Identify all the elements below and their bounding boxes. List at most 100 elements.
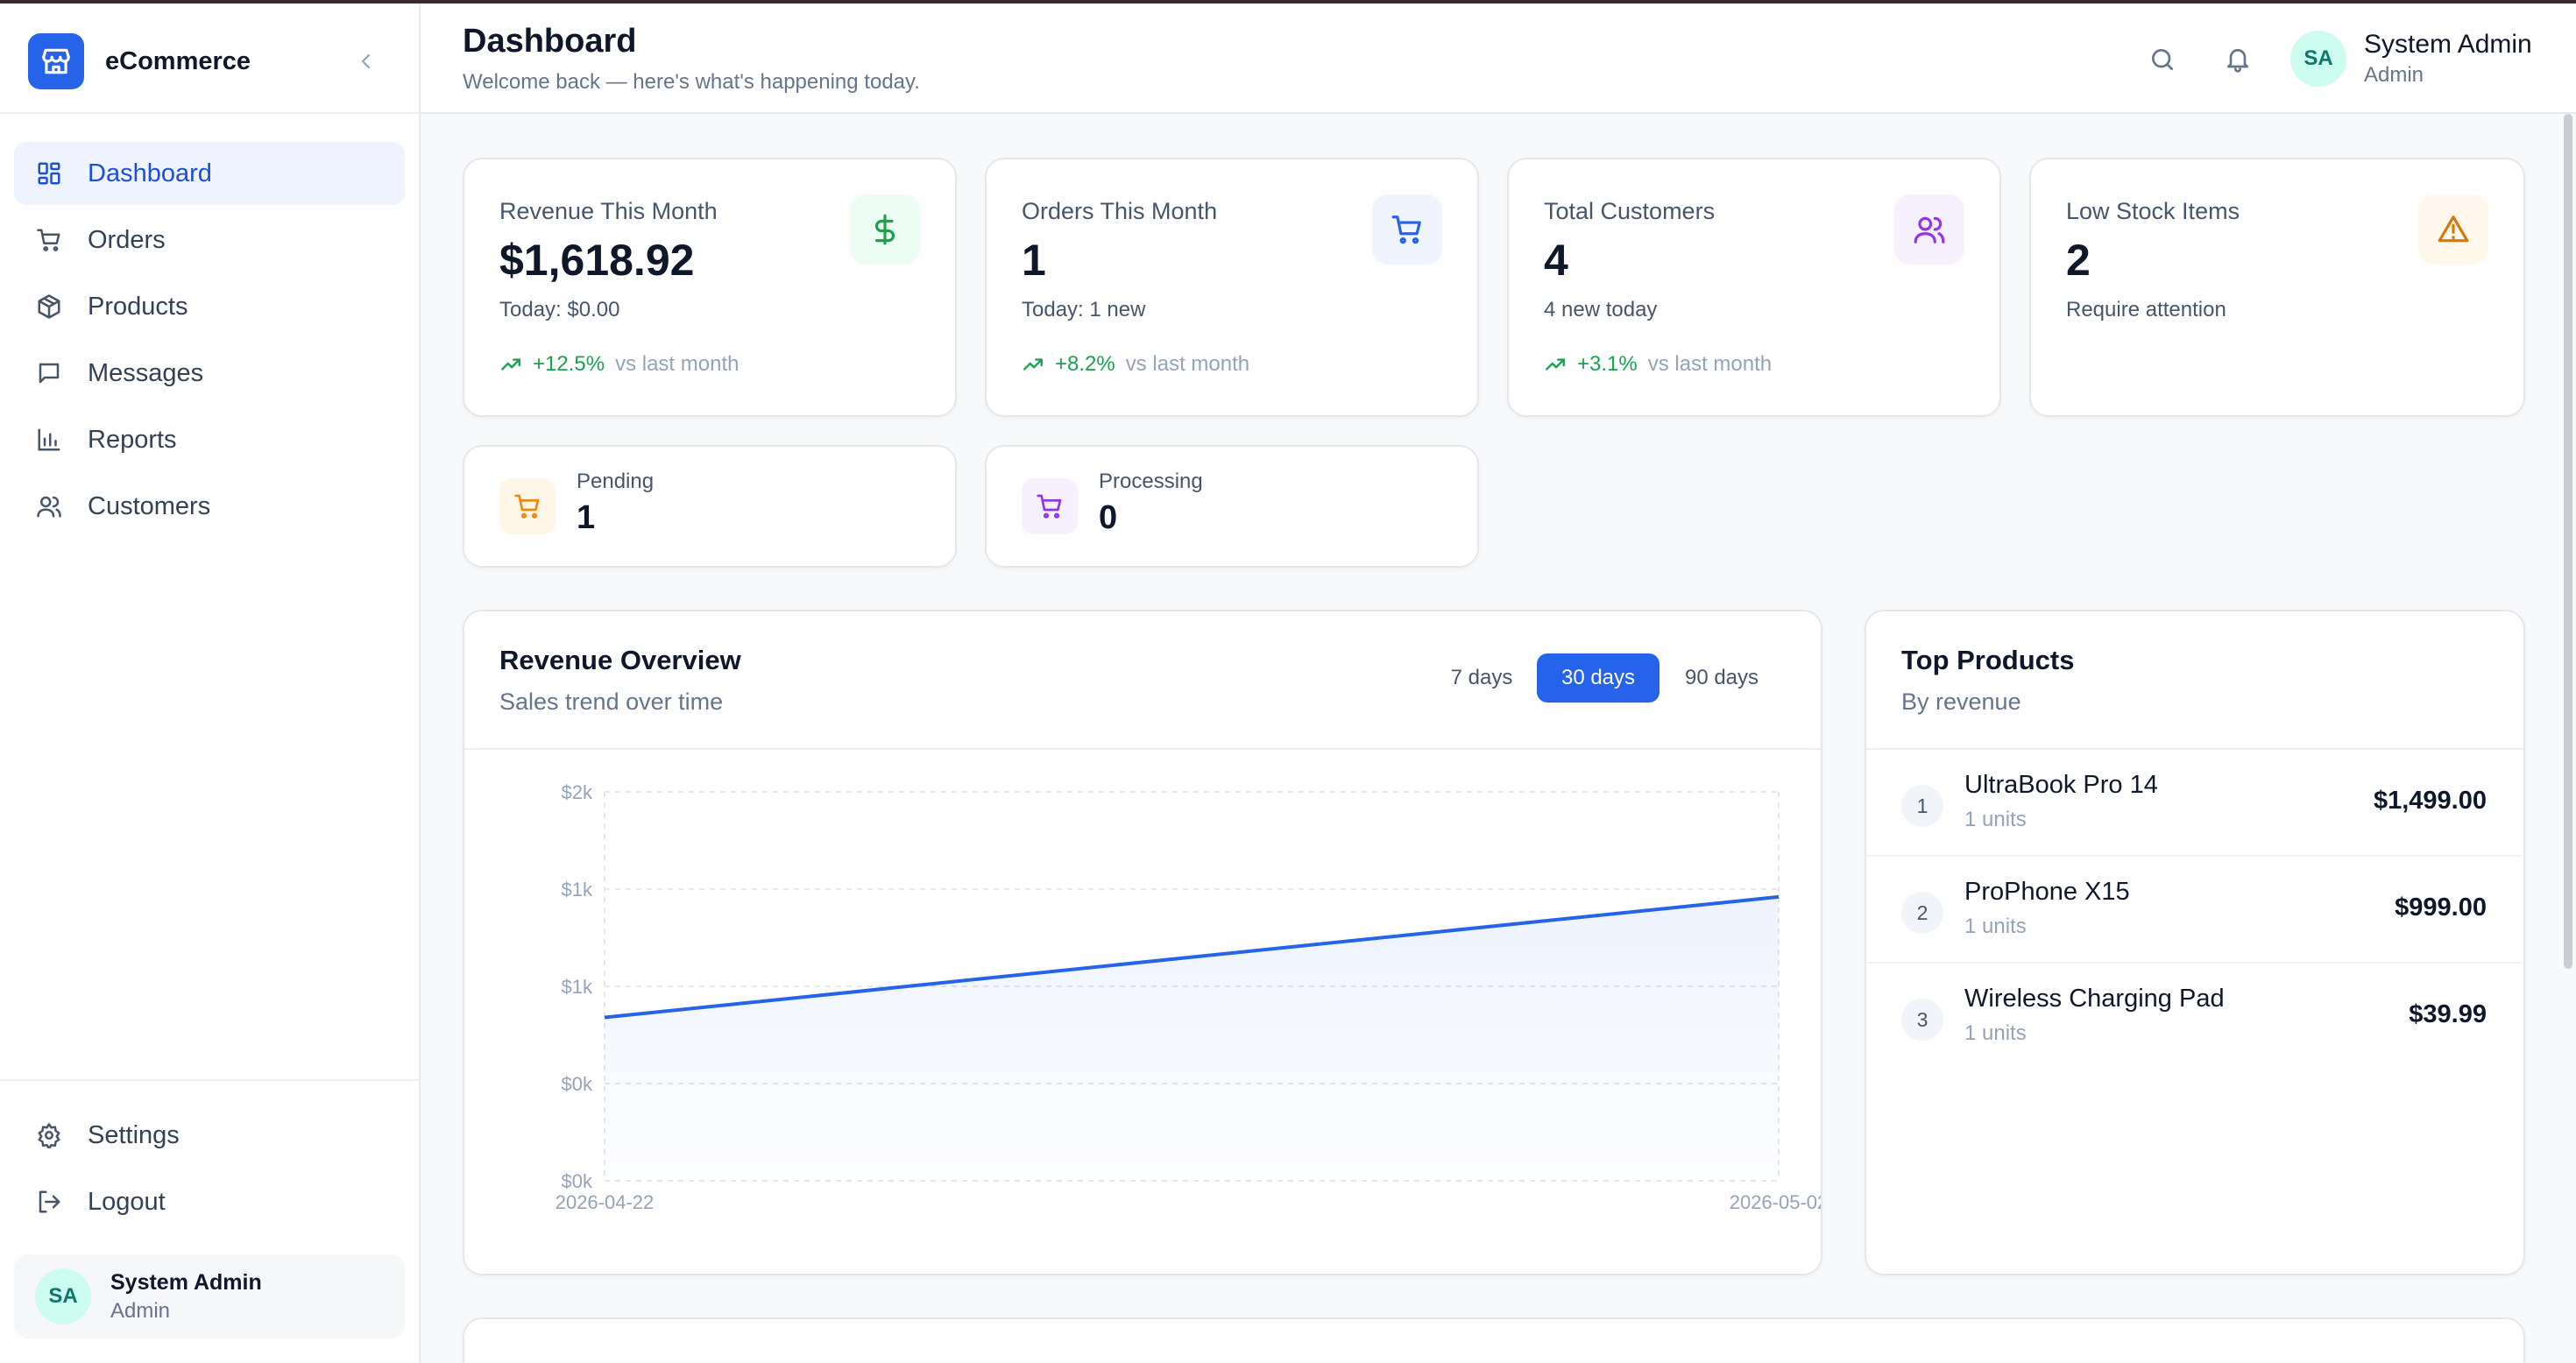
nav-item-reports[interactable]: Reports [14, 408, 405, 471]
y-tick-label: $2k [562, 781, 593, 803]
y-tick-label: $0k [562, 1170, 593, 1192]
dollar-icon [850, 194, 920, 265]
revenue-chart: $0k $0k $1k $1k $2k 2026-04-22 2026-05-02 [556, 781, 1821, 1213]
nav-item-settings[interactable]: Settings [14, 1104, 405, 1167]
trend-percent: +12.5% [533, 352, 605, 376]
user-role: Admin [110, 1298, 171, 1323]
trend-text: vs last month [1125, 352, 1250, 376]
stat-value: 2 [2066, 236, 2091, 285]
x-tick-label: 2026-05-02 [1730, 1191, 1821, 1213]
range-30-days-button[interactable]: 30 days [1537, 653, 1660, 703]
cart-icon [35, 226, 63, 254]
stat-trend: +3.1% vs last month [1544, 352, 1772, 377]
range-90-days-button[interactable]: 90 days [1684, 666, 1759, 689]
search-icon [2152, 49, 2173, 70]
notifications-button[interactable] [2219, 40, 2257, 79]
status-card-processing[interactable]: Processing 0 [985, 445, 1479, 568]
product-name: Wireless Charging Pad [1964, 985, 2225, 1013]
product-rank: 1 [1901, 785, 1943, 827]
panel-title: Revenue Overview [499, 645, 741, 675]
stat-label: Low Stock Items [2066, 198, 2240, 224]
product-row[interactable]: 2 ProPhone X15 1 units $999.00 [1866, 857, 2522, 964]
nav-item-orders[interactable]: Orders [14, 208, 405, 272]
header-user-menu[interactable]: SA System Admin Admin [2290, 30, 2532, 88]
avatar: SA [35, 1268, 91, 1324]
product-row[interactable]: 1 UltraBook Pro 14 1 units $1,499.00 [1866, 750, 2522, 857]
status-card-pending[interactable]: Pending 1 [463, 445, 957, 568]
product-rank: 3 [1901, 999, 1943, 1041]
stat-trend: +12.5% vs last month [499, 352, 739, 377]
nav-label: Customers [88, 491, 211, 520]
panel-subtitle: Sales trend over time [499, 689, 724, 715]
nav-label: Reports [88, 425, 177, 454]
status-count: 0 [1099, 499, 1118, 536]
sidebar: eCommerce Dashboard Orders Products Mess… [0, 4, 421, 1363]
divider [464, 748, 1821, 750]
stat-sub: Today: $0.00 [499, 298, 620, 321]
stat-card-low-stock: Low Stock Items 2 Require attention [2029, 158, 2525, 417]
logout-icon [35, 1188, 63, 1216]
range-7-days-button[interactable]: 7 days [1450, 666, 1513, 689]
nav-item-customers[interactable]: Customers [14, 475, 405, 538]
window-top-border [0, 0, 2576, 4]
stat-value: 1 [1022, 236, 1046, 285]
brand-name: eCommerce [105, 46, 251, 75]
top-products-panel: Top Products By revenue 1 UltraBook Pro … [1865, 610, 2525, 1275]
nav-item-logout[interactable]: Logout [14, 1170, 405, 1233]
page-title: Dashboard [463, 23, 637, 60]
product-name: UltraBook Pro 14 [1964, 771, 2158, 799]
search-button[interactable] [2143, 40, 2182, 79]
nav-label: Messages [88, 358, 204, 387]
status-label: Processing [1099, 470, 1203, 493]
trend-text: vs last month [1647, 352, 1773, 376]
stat-sub: Require attention [2066, 298, 2226, 321]
bar-chart-icon [35, 426, 63, 454]
cart-icon [1372, 194, 1442, 265]
cart-icon [1022, 478, 1078, 534]
sidebar-user-card[interactable]: SA System Admin Admin [14, 1254, 405, 1338]
divider [0, 112, 419, 114]
cart-icon [499, 478, 556, 534]
product-units: 1 units [1964, 915, 2027, 938]
avatar: SA [2290, 31, 2346, 87]
nav-label: Orders [88, 225, 166, 254]
stat-value: $1,618.92 [499, 236, 695, 285]
y-tick-label: $0k [562, 1073, 593, 1095]
stat-label: Revenue This Month [499, 198, 718, 224]
trending-up-icon [1546, 358, 1565, 371]
bottom-nav: Settings Logout [14, 1104, 405, 1237]
revenue-line [604, 894, 1780, 1020]
nav-label: Dashboard [88, 159, 212, 187]
nav-item-dashboard[interactable]: Dashboard [14, 142, 405, 205]
divider [0, 1079, 419, 1081]
user-name: System Admin [110, 1269, 262, 1295]
stat-label: Orders This Month [1022, 198, 1218, 224]
product-revenue: $999.00 [2395, 893, 2487, 922]
dashboard-icon [35, 159, 63, 187]
stat-label: Total Customers [1544, 198, 1716, 224]
divider [1866, 748, 2523, 750]
nav-item-messages[interactable]: Messages [14, 342, 405, 405]
trending-up-icon [501, 358, 520, 371]
user-role: Admin [2364, 63, 2424, 87]
nav-item-products[interactable]: Products [14, 275, 405, 338]
product-rank: 2 [1901, 892, 1943, 934]
page-subtitle: Welcome back — here's what's happening t… [463, 70, 920, 94]
panel-title: Top Products [1901, 645, 2075, 675]
bell-icon [2227, 49, 2248, 73]
revenue-overview-panel: Revenue Overview Sales trend over time 7… [463, 610, 1822, 1275]
y-tick-label: $1k [562, 879, 593, 900]
product-revenue: $39.99 [2409, 1000, 2487, 1028]
page-scrollbar[interactable] [2564, 114, 2572, 969]
users-icon [1894, 194, 1964, 265]
product-units: 1 units [1964, 1021, 2027, 1045]
product-row[interactable]: 3 Wireless Charging Pad 1 units $39.99 [1866, 964, 2522, 1070]
users-icon [35, 492, 63, 520]
brand[interactable]: eCommerce [28, 33, 251, 89]
nav-label: Settings [88, 1120, 180, 1149]
nav-label: Products [88, 292, 188, 321]
collapse-sidebar-button[interactable] [347, 42, 386, 81]
gear-icon [35, 1121, 63, 1149]
product-revenue: $1,499.00 [2373, 787, 2487, 815]
stat-value: 4 [1544, 236, 1568, 285]
